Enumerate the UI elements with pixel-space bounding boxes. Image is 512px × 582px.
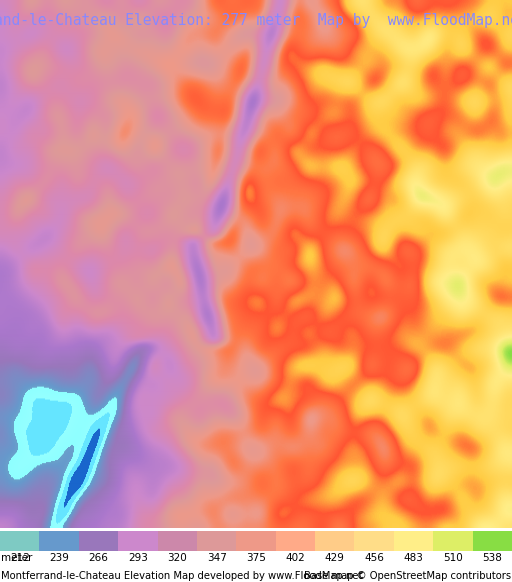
Bar — [197, 531, 237, 551]
Text: 266: 266 — [89, 552, 109, 563]
Bar — [394, 531, 433, 551]
Text: 402: 402 — [286, 552, 305, 563]
Bar — [118, 531, 158, 551]
Text: 429: 429 — [325, 552, 345, 563]
Text: 538: 538 — [482, 552, 502, 563]
Bar — [237, 531, 275, 551]
Bar — [473, 531, 512, 551]
Bar — [315, 531, 354, 551]
Text: 239: 239 — [49, 552, 69, 563]
Bar — [79, 531, 118, 551]
Bar — [354, 531, 394, 551]
Text: 510: 510 — [443, 552, 463, 563]
Text: Montferrand-le-Chateau Elevation: 277 meter  Map by  www.FloodMap.net (beta): Montferrand-le-Chateau Elevation: 277 me… — [0, 13, 512, 28]
Text: 456: 456 — [364, 552, 384, 563]
Text: 375: 375 — [246, 552, 266, 563]
Bar — [0, 531, 39, 551]
Text: Montferrand-le-Chateau Elevation Map developed by www.FloodMap.net: Montferrand-le-Chateau Elevation Map dev… — [1, 570, 362, 581]
Text: 320: 320 — [167, 552, 187, 563]
Bar — [275, 531, 315, 551]
Text: 347: 347 — [207, 552, 226, 563]
Text: 483: 483 — [403, 552, 423, 563]
Text: 293: 293 — [128, 552, 148, 563]
Text: meter: meter — [1, 552, 32, 563]
Text: Base map © OpenStreetMap contributors: Base map © OpenStreetMap contributors — [304, 570, 511, 581]
Bar — [39, 531, 79, 551]
Bar — [433, 531, 473, 551]
Text: 212: 212 — [10, 552, 30, 563]
Bar — [158, 531, 197, 551]
